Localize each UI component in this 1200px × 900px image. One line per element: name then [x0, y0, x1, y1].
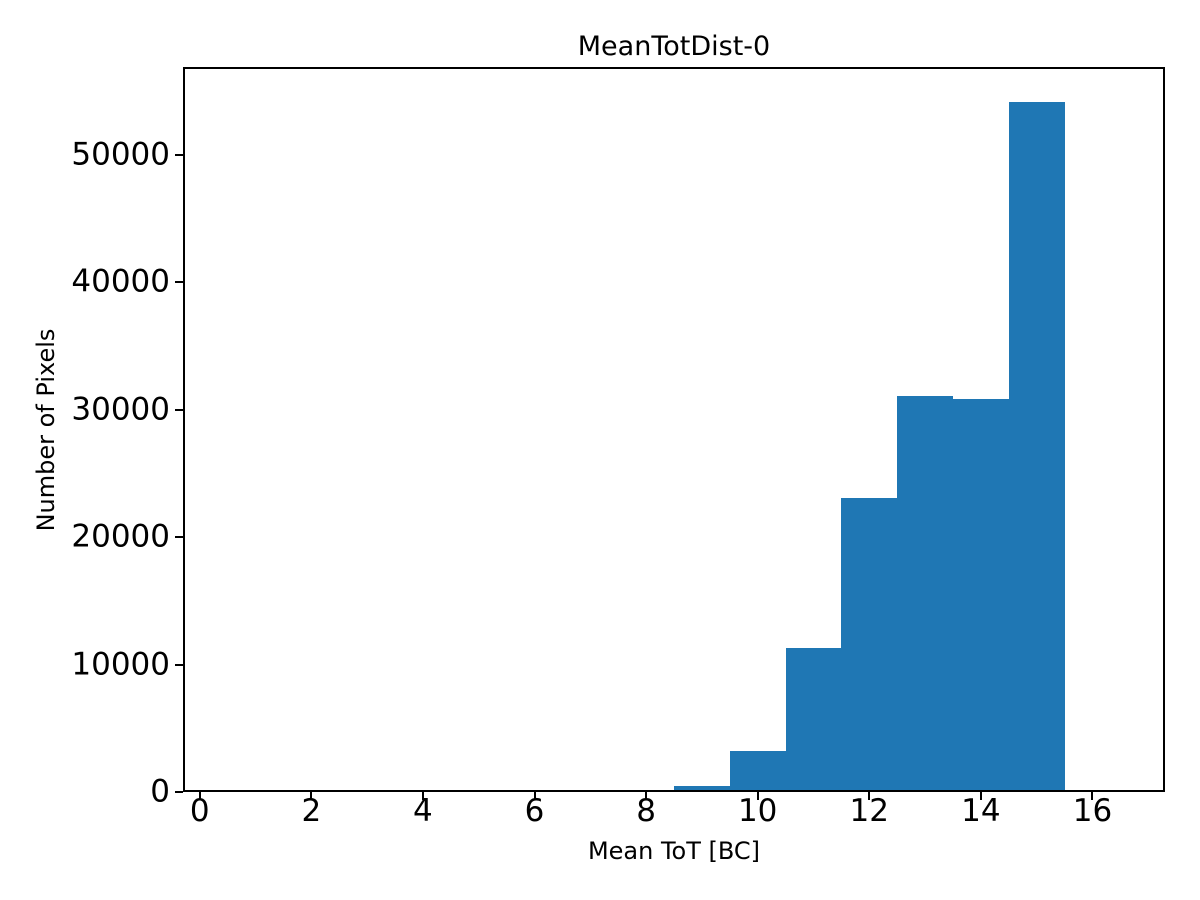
y-tick-mark [175, 281, 183, 284]
x-tick-label: 4 [413, 793, 433, 829]
x-tick-label: 10 [737, 793, 778, 829]
y-tick-label: 30000 [71, 391, 170, 428]
x-tick-mark [310, 792, 313, 800]
x-tick-label: 0 [189, 793, 210, 829]
y-tick-mark [175, 153, 183, 156]
x-tick-label: 6 [524, 793, 545, 829]
x-tick-mark [421, 792, 424, 800]
x-tick-mark [645, 792, 648, 800]
y-tick-mark [175, 663, 183, 666]
y-tick-label: 40000 [71, 263, 170, 300]
histogram-bar [674, 786, 730, 792]
x-tick-label: 8 [636, 793, 656, 829]
x-tick-mark [533, 792, 536, 800]
x-tick-label: 12 [849, 793, 890, 829]
histogram-bar [841, 497, 898, 792]
x-tick-mark [979, 792, 982, 800]
chart-title: MeanTotDist-0 [577, 31, 771, 62]
x-tick-mark [1091, 792, 1094, 800]
x-tick-label: 2 [301, 793, 322, 829]
y-tick-mark [175, 791, 183, 793]
plot-area [183, 67, 1165, 792]
histogram-bar [785, 648, 842, 792]
x-tick-label: 16 [1072, 793, 1113, 829]
histogram-bar [729, 751, 786, 792]
histogram-bar [897, 395, 953, 792]
x-tick-mark [198, 792, 201, 800]
x-tick-label: 14 [961, 793, 1001, 829]
histogram-bar [952, 398, 1009, 792]
y-tick-label: 0 [150, 773, 170, 810]
x-tick-mark [756, 792, 759, 800]
x-axis-label: Mean ToT [BC] [587, 837, 761, 865]
y-tick-label: 50000 [71, 136, 170, 173]
y-tick-mark [175, 536, 183, 539]
y-tick-label: 20000 [71, 518, 170, 555]
histogram-bar [1008, 102, 1065, 792]
y-tick-mark [175, 408, 183, 411]
y-tick-label: 10000 [71, 646, 170, 683]
x-tick-mark [868, 792, 871, 800]
y-axis-label: Number of Pixels [32, 328, 60, 532]
